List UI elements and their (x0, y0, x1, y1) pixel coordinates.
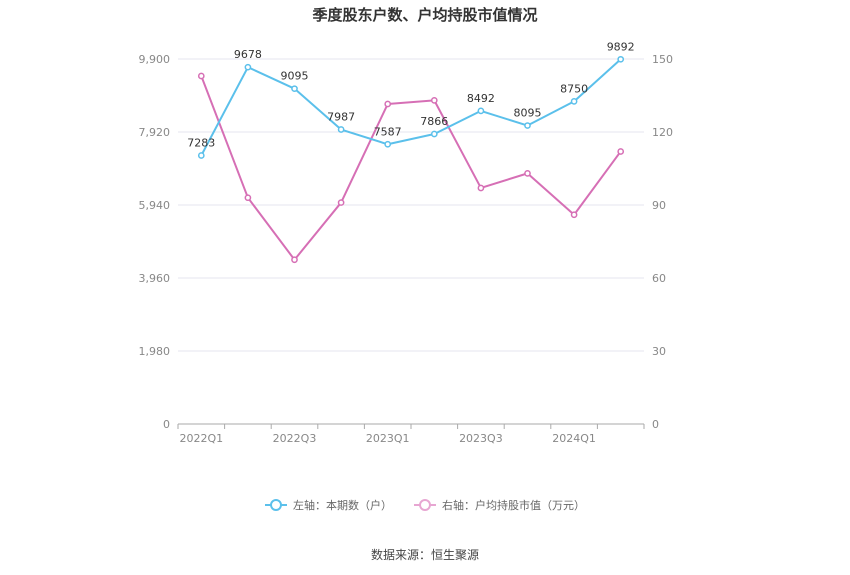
right-y-axis: 0 30 60 90 120 150 (652, 53, 673, 431)
households-point (197, 152, 205, 159)
households-point (291, 85, 298, 93)
right-y-tick-label: 90 (652, 199, 666, 212)
market-value-point (291, 256, 298, 264)
legend-label-market-value: 右轴：户均持股市值（万元） (442, 499, 585, 512)
legend-swatch-market-value (414, 498, 436, 512)
households-point (570, 98, 578, 105)
market-value-point (337, 199, 345, 206)
left-y-tick-label: 0 (163, 418, 170, 431)
households-data-label: 7987 (327, 111, 355, 124)
market-value-point (430, 97, 438, 104)
left-y-tick-label: 5,940 (139, 199, 171, 212)
households-data-label: 9678 (234, 48, 262, 61)
legend-item-households[interactable]: 左轴：本期数（户） (265, 497, 392, 513)
households-data-label: 9892 (607, 40, 635, 53)
households-data-label: 8095 (514, 107, 542, 120)
households-point (617, 55, 625, 63)
households-point (477, 107, 485, 115)
households-data-label: 7866 (420, 115, 448, 128)
households-point (384, 140, 392, 148)
households-data-label: 9095 (281, 70, 309, 83)
data-source: 数据来源：恒生聚源 (370, 548, 479, 562)
x-tick-label: 2022Q3 (273, 432, 317, 445)
market-value-point (244, 194, 252, 202)
households-point (244, 63, 252, 71)
right-y-tick-label: 150 (652, 53, 673, 66)
legend: 左轴：本期数（户） 右轴：户均持股市值（万元） (0, 497, 850, 513)
x-tick-label: 2024Q1 (552, 432, 596, 445)
right-y-tick-label: 30 (652, 345, 666, 358)
market-value-point (477, 184, 485, 192)
households-point (430, 130, 438, 138)
x-tick-label: 2022Q1 (179, 432, 223, 445)
left-y-axis: 0 1,980 3,960 5,940 7,920 9,900 (139, 53, 171, 431)
households-data-label: 8750 (560, 82, 588, 95)
households-data-label: 7587 (374, 125, 402, 138)
right-y-tick-label: 0 (652, 418, 659, 431)
market-value-point (570, 211, 578, 219)
households-line (200, 58, 622, 156)
households-point (524, 122, 531, 129)
households-data-label: 8492 (467, 92, 495, 105)
legend-item-market-value[interactable]: 右轴：户均持股市值（万元） (414, 497, 585, 513)
series-layer: 7283 9678 9095 7987 7587 7866 8492 8095 8750 9892 (187, 40, 635, 264)
left-y-tick-label: 3,960 (139, 272, 171, 285)
x-axis: 2022Q1 2022Q3 2023Q1 2023Q3 2024Q1 (177, 423, 645, 445)
market-value-line (200, 75, 622, 261)
right-y-tick-label: 60 (652, 272, 666, 285)
chart-title: 季度股东户数、户均持股市值情况 (312, 6, 538, 24)
gridlines (178, 58, 644, 352)
households-point (337, 126, 345, 133)
left-y-tick-label: 9,900 (139, 53, 171, 66)
left-y-tick-label: 7,920 (139, 126, 171, 139)
x-tick-label: 2023Q1 (366, 432, 410, 445)
market-value-point (524, 170, 531, 177)
market-value-point (197, 72, 205, 80)
market-value-point (384, 100, 392, 108)
left-y-tick-label: 1,980 (139, 345, 171, 358)
legend-swatch-households (265, 498, 287, 512)
x-tick-label: 2023Q3 (459, 432, 503, 445)
households-data-label: 7283 (187, 136, 215, 149)
market-value-point (617, 148, 625, 155)
legend-label-households: 左轴：本期数（户） (293, 499, 392, 512)
right-y-tick-label: 120 (652, 126, 673, 139)
